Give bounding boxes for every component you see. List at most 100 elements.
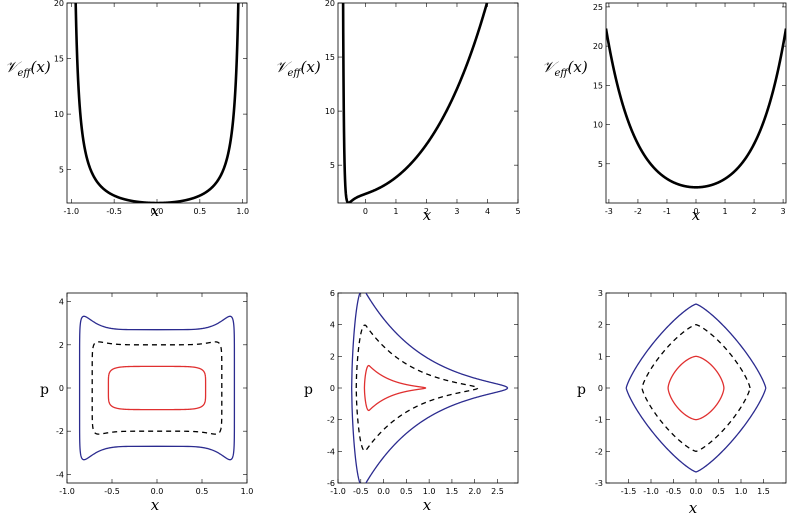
potential-plot-2: 0 1 2 3 4 5 5 10 15 20 x 𝒱eff(x) <box>275 0 521 224</box>
y-tick-label: 20 <box>593 42 603 51</box>
y-tick-label: 2 <box>598 321 603 330</box>
phase-orbit <box>78 315 236 461</box>
phase-orbit <box>351 293 509 483</box>
x-tick-label: 2 <box>752 207 757 216</box>
x-tick-label: 0.0 <box>151 487 164 496</box>
x-tick-label: 0 <box>693 207 698 216</box>
x-tick-label: 2 <box>424 207 429 216</box>
x-tick-label: 5 <box>515 207 520 216</box>
x-tick-label: 0.5 <box>193 207 206 216</box>
x-tick-label: 0.0 <box>377 487 390 496</box>
x-tick-label: 1.0 <box>236 207 249 216</box>
y-tick-label: 4 <box>59 298 64 307</box>
y-tick-label: 2 <box>59 341 64 350</box>
y-tick-label: -2 <box>595 447 603 456</box>
plot-frame <box>337 2 519 204</box>
x-tick-label: 0.5 <box>196 487 209 496</box>
y-tick-label: 10 <box>54 110 64 119</box>
potential-curve <box>74 3 240 203</box>
x-tick-label: 1.5 <box>757 487 770 496</box>
x-tick-label: 1 <box>722 207 727 216</box>
potential-plot-3: -3 -2 -1 0 1 2 3 5 10 15 20 25 x 𝒱eff(x) <box>542 2 787 224</box>
x-axis-label: x <box>151 496 160 514</box>
y-tick-label: 6 <box>330 289 335 298</box>
potential-curve <box>341 3 489 203</box>
x-tick-label: 0 <box>363 207 368 216</box>
x-tick-label: 3 <box>781 207 786 216</box>
x-tick-label: 3 <box>454 207 459 216</box>
x-tick-label: 1.0 <box>735 487 748 496</box>
x-tick-label: 0.5 <box>712 487 725 496</box>
x-tick-label: -2 <box>634 207 642 216</box>
y-axis-label: p <box>577 382 586 398</box>
x-tick-label: -0.5 <box>106 207 122 216</box>
x-tick-label: -1.0 <box>59 487 75 496</box>
x-axis-label: x <box>692 206 701 224</box>
phase-portrait-1: -1.0 -0.5 0.0 0.5 1.0 -4 -2 0 2 4 x p <box>40 292 254 514</box>
plot-frame <box>66 2 248 204</box>
plot-frame <box>605 292 787 484</box>
plot-frame <box>605 2 787 204</box>
y-tick-label: -2 <box>327 416 335 425</box>
y-axis-label: 𝒱eff(x) <box>542 58 588 79</box>
y-axis-label: p <box>40 382 49 398</box>
y-tick-label: -6 <box>327 479 335 488</box>
phase-orbit <box>641 324 751 452</box>
y-tick-label: 1 <box>598 352 603 361</box>
x-tick-label: -0.5 <box>666 487 682 496</box>
x-tick-label: -1.0 <box>63 207 79 216</box>
x-tick-label: 0.5 <box>400 487 413 496</box>
phase-portrait-3: -1.5 -1.0 -0.5 0.0 0.5 1.0 1.5 -3 -2 -1 0 1 2 3 x p <box>577 289 787 517</box>
x-tick-label: 1.5 <box>446 487 459 496</box>
phase-portrait-2: -1.0 -0.5 0.0 0.5 1.0 1.5 2.0 2.5 -6 -4 -2 0 2 4 6 x p <box>304 289 519 514</box>
y-tick-label: -2 <box>56 427 64 436</box>
phase-orbit <box>91 341 223 435</box>
y-axis-label: p <box>304 382 313 398</box>
x-axis-label: x <box>423 496 432 514</box>
y-tick-label: 5 <box>330 161 335 170</box>
y-tick-label: 0 <box>598 384 603 393</box>
x-tick-label: 4 <box>485 207 490 216</box>
x-axis-label: x <box>151 202 160 220</box>
x-tick-label: 1.0 <box>241 487 254 496</box>
y-tick-label: 5 <box>598 160 603 169</box>
x-tick-label: -3 <box>605 207 613 216</box>
x-axis-label: x <box>689 499 698 517</box>
phase-orbit <box>363 364 427 412</box>
y-tick-label: 4 <box>330 321 335 330</box>
phase-orbit <box>667 355 725 421</box>
x-tick-label: 0.0 <box>151 207 164 216</box>
y-tick-label: 10 <box>325 107 335 116</box>
y-tick-label: 2 <box>330 352 335 361</box>
x-tick-label: 1 <box>393 207 398 216</box>
x-tick-label: -1 <box>663 207 671 216</box>
y-tick-label: 20 <box>54 0 64 8</box>
y-tick-label: 20 <box>325 0 335 8</box>
y-tick-label: 0 <box>330 384 335 393</box>
y-tick-label: 15 <box>54 55 64 64</box>
y-tick-label: 5 <box>59 166 64 175</box>
y-tick-label: -1 <box>595 416 603 425</box>
x-axis-label: x <box>423 206 432 224</box>
x-tick-label: -1.0 <box>643 487 659 496</box>
x-tick-label: -1.0 <box>330 487 346 496</box>
y-tick-label: 25 <box>593 3 603 12</box>
y-axis-label: 𝒱eff(x) <box>5 58 51 79</box>
y-tick-label: 0 <box>59 384 64 393</box>
y-axis-label: 𝒱eff(x) <box>275 58 321 79</box>
phase-orbit <box>107 365 207 411</box>
x-tick-label: -1.5 <box>621 487 637 496</box>
potential-plot-1: -1.0 -0.5 0.0 0.5 1.0 5 10 15 20 x 𝒱eff(x) <box>5 0 249 220</box>
x-tick-label: 1.0 <box>423 487 436 496</box>
x-tick-label: 0.0 <box>690 487 703 496</box>
potential-curve <box>606 28 786 189</box>
y-tick-label: -3 <box>595 479 603 488</box>
x-tick-label: 2.5 <box>491 487 504 496</box>
phase-orbit <box>625 303 767 473</box>
y-tick-label: -4 <box>56 470 64 479</box>
phase-orbit <box>355 324 479 452</box>
y-tick-label: 3 <box>598 289 603 298</box>
y-tick-label: 10 <box>593 121 603 130</box>
x-tick-label: -0.5 <box>104 487 120 496</box>
